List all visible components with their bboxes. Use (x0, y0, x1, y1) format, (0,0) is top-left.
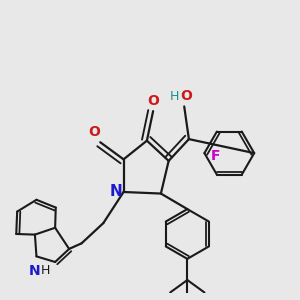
Text: N: N (29, 264, 41, 278)
Text: H: H (170, 90, 180, 103)
Text: O: O (88, 125, 100, 139)
Text: O: O (147, 94, 159, 108)
Text: H: H (40, 264, 50, 277)
Text: O: O (180, 89, 192, 103)
Text: F: F (211, 149, 220, 163)
Text: N: N (110, 184, 122, 200)
